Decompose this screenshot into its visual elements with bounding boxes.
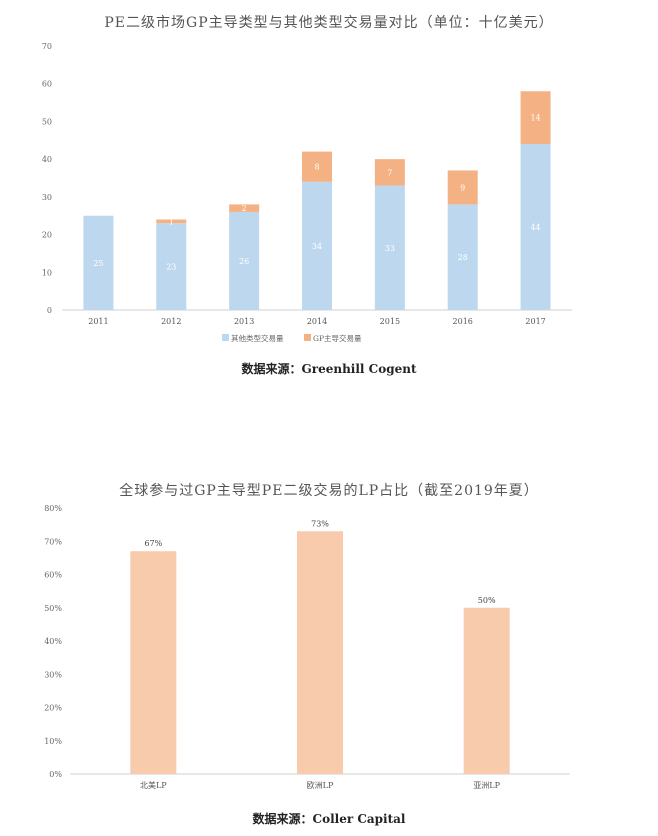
chart2-y-tick-4: 40% <box>44 637 62 646</box>
chart1-bar-label-1-5: 9 <box>460 183 465 192</box>
chart1-bar-label-1-6: 14 <box>530 114 540 123</box>
chart2-x-tick-2: 亚洲LP <box>473 781 500 790</box>
chart1-x-tick-6: 2017 <box>525 317 545 326</box>
chart1-y-tick-2: 20 <box>42 231 52 240</box>
chart1-y-tick-7: 70 <box>42 42 52 51</box>
chart1-bar-0-3 <box>302 181 332 310</box>
chart2-y-tick-1: 10% <box>44 737 62 746</box>
chart2-x-tick-1: 欧洲LP <box>307 780 334 790</box>
chart1-bar-label-0-5: 28 <box>458 253 468 262</box>
chart2-source: 数据来源：Coller Capital <box>252 812 406 826</box>
chart1-x-tick-3: 2014 <box>307 317 327 326</box>
chart1-y-tick-4: 40 <box>42 155 52 164</box>
chart1-bar-label-1-1: 1 <box>169 217 174 226</box>
chart1-bar-label-1-3: 8 <box>314 163 319 172</box>
chart1-bar-0-6 <box>520 144 551 310</box>
chart1-bar-1-5 <box>447 170 478 205</box>
chart1-bar-1-3 <box>302 151 332 182</box>
chart1-bar-0-1 <box>156 223 187 310</box>
chart2-bar-1 <box>297 531 343 774</box>
chart1-bar-label-0-3: 34 <box>312 242 322 251</box>
chart-gp-vs-other-volume: PE二级市场GP主导类型与其他类型交易量对比（单位：十亿美元） 0 10 20 30 4… <box>0 0 658 380</box>
chart1-x-tick-1: 2012 <box>161 317 181 326</box>
chart1-legend-label-0: 其他类型交易量 <box>231 333 284 343</box>
chart1-plot: 0 10 20 30 40 50 60 70 25 2011 23 1 2012 26 2 2013 34 8 20… <box>42 42 572 343</box>
chart1-bar-0-2 <box>229 211 260 310</box>
chart1-bar-label-1-4: 7 <box>387 168 392 177</box>
chart2-y-tick-5: 50% <box>44 604 62 613</box>
chart2-plot: 0% 10% 20% 30% 40% 50% 60% 70% 80% 67% 北美LP 73% 欧洲LP… <box>44 504 570 790</box>
chart2-bar-label-0: 67% <box>144 539 162 548</box>
chart1-bar-0-0 <box>83 215 114 310</box>
chart1-bar-0-4 <box>374 185 405 310</box>
chart1-source: 数据来源：Greenhill Cogent <box>241 362 417 376</box>
chart1-y-tick-1: 10 <box>42 268 52 277</box>
chart2-bar-label-1: 73% <box>311 519 329 528</box>
chart2-y-tick-7: 70% <box>44 537 62 546</box>
chart1-bar-label-0-4: 33 <box>385 244 395 253</box>
chart1-bar-label-0-6: 44 <box>530 223 540 232</box>
chart1-bar-1-6 <box>520 91 551 145</box>
chart1-bar-label-1-2: 2 <box>242 204 247 213</box>
chart1-x-tick-4: 2015 <box>380 317 400 326</box>
chart1-bar-label-0-0: 25 <box>93 259 103 268</box>
chart1-bar-1-1 <box>156 219 187 224</box>
chart2-y-tick-3: 30% <box>44 670 62 679</box>
chart1-y-tick-5: 50 <box>42 117 52 126</box>
chart1-bar-1-2 <box>229 204 260 212</box>
chart2-y-tick-2: 20% <box>44 704 62 713</box>
chart1-legend-swatch-0 <box>222 334 229 341</box>
chart2-y-tick-8: 80% <box>44 504 62 513</box>
chart-lp-participation: 全球参与过GP主导型PE二级交易的LP占比（截至2019年夏） 0% 10% 20%… <box>0 470 658 836</box>
chart2-y-tick-6: 60% <box>44 571 62 580</box>
chart1-bar-label-0-1: 23 <box>166 263 176 272</box>
chart1-bar-1-4 <box>374 159 405 186</box>
chart1-bar-label-0-2: 26 <box>239 257 249 266</box>
chart1-x-tick-5: 2016 <box>453 317 473 326</box>
chart2-x-tick-0: 北美LP <box>140 780 167 790</box>
chart2-bar-0 <box>130 551 177 774</box>
chart1-legend-swatch-1 <box>304 334 311 341</box>
chart1-y-tick-3: 30 <box>42 193 52 202</box>
chart1-bar-0-5 <box>447 204 478 310</box>
chart1-y-tick-0: 0 <box>47 306 52 315</box>
chart2-bar-2 <box>463 607 510 774</box>
chart2-bar-label-2: 50% <box>478 596 496 605</box>
chart2-title: 全球参与过GP主导型PE二级交易的LP占比（截至2019年夏） <box>119 483 539 499</box>
chart1-title: PE二级市场GP主导类型与其他类型交易量对比（单位：十亿美元） <box>104 15 554 31</box>
chart2-y-tick-0: 0% <box>49 770 62 779</box>
chart1-legend-label-1: GP主导交易量 <box>313 333 362 343</box>
chart1-x-tick-2: 2013 <box>234 317 254 326</box>
chart1-y-tick-6: 60 <box>42 80 52 89</box>
chart1-x-tick-0: 2011 <box>88 317 108 326</box>
